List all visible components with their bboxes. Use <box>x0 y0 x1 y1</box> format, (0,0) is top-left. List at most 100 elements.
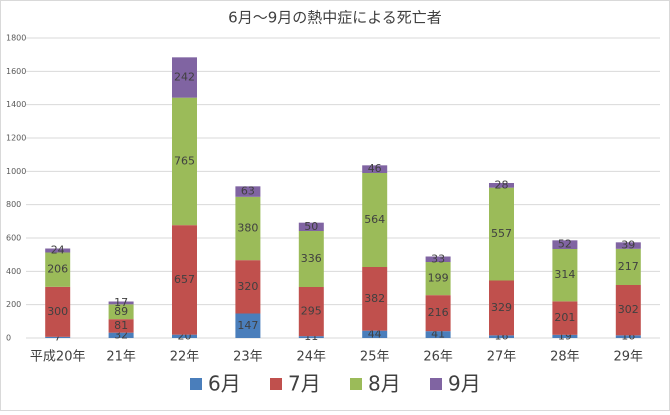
bar-segment <box>235 186 261 197</box>
data-label: 89 <box>114 305 128 318</box>
y-tick-label: 600 <box>6 234 21 243</box>
bar-segment <box>552 301 578 335</box>
data-label: 7 <box>54 330 61 343</box>
bar-segment <box>615 248 641 285</box>
x-tick-label: 25年 <box>360 350 390 365</box>
bar-segment <box>489 183 514 188</box>
legend-label: 8月 <box>368 372 401 396</box>
data-label: 216 <box>428 306 449 319</box>
bar-segment <box>172 97 197 226</box>
bar-segment <box>552 249 578 302</box>
data-label: 63 <box>241 185 255 198</box>
bar-segment <box>489 335 514 338</box>
bar-segment <box>425 256 451 262</box>
y-tick-label: 200 <box>6 300 21 309</box>
bar-segment <box>45 286 71 337</box>
bar-segment <box>362 330 388 338</box>
y-tick-label: 1600 <box>6 67 26 76</box>
data-label: 199 <box>428 272 449 285</box>
bar-segment <box>615 285 641 336</box>
legend-swatch <box>430 378 442 390</box>
bar-segment <box>362 267 388 331</box>
data-label: 17 <box>114 296 128 309</box>
x-tick-label: 21年 <box>106 350 136 365</box>
data-label: 50 <box>304 220 318 233</box>
y-tick-label: 400 <box>6 267 21 276</box>
bar-segment <box>235 260 261 314</box>
data-label: 217 <box>618 260 639 273</box>
bar-segment <box>489 280 514 336</box>
legend-swatch <box>350 378 362 390</box>
bar-segment <box>235 196 261 261</box>
bar-segment <box>45 252 71 287</box>
bar-segment <box>615 242 641 249</box>
legend-swatch <box>190 378 202 390</box>
data-label: 564 <box>364 213 385 226</box>
y-tick-label: 1000 <box>6 167 26 176</box>
data-label: 300 <box>47 305 68 318</box>
bar-segment <box>362 165 388 173</box>
legend-label: 7月 <box>288 372 321 396</box>
data-label: 765 <box>174 154 195 167</box>
x-tick-label: 22年 <box>170 350 200 365</box>
bar-segment <box>108 304 134 320</box>
bar-segment <box>298 287 324 337</box>
bar-segment <box>172 334 197 338</box>
y-tick-label: 800 <box>6 200 21 209</box>
legend-swatch <box>270 378 282 390</box>
bar-segment <box>489 187 514 281</box>
bar-segment <box>235 313 261 338</box>
bar-segment <box>172 225 197 335</box>
data-label: 39 <box>621 239 635 252</box>
data-label: 147 <box>237 319 258 332</box>
x-tick-label: 26年 <box>423 350 453 365</box>
y-tick-label: 1400 <box>6 100 26 109</box>
bar-segment <box>45 336 71 338</box>
data-label: 380 <box>237 222 258 235</box>
legend-label: 6月 <box>208 372 241 396</box>
data-label: 657 <box>174 273 195 286</box>
data-label: 206 <box>47 263 68 276</box>
chart-title: 6月～9月の熱中症による死亡者 <box>228 9 442 27</box>
y-tick-label: 1800 <box>6 34 26 43</box>
bar-segment <box>362 173 388 267</box>
data-label: 336 <box>301 252 322 265</box>
data-label: 382 <box>364 292 385 305</box>
data-label: 24 <box>51 244 65 257</box>
y-tick-label: 0 <box>6 334 11 343</box>
x-tick-label: 平成20年 <box>30 350 86 365</box>
x-tick-label: 23年 <box>233 350 263 365</box>
data-label: 295 <box>301 305 322 318</box>
legend-label: 9月 <box>448 372 481 396</box>
bar-segment <box>45 248 71 253</box>
x-tick-label: 27年 <box>487 350 517 365</box>
data-label: 201 <box>554 311 575 324</box>
bar-segment <box>552 240 578 249</box>
bar-segment <box>298 222 324 231</box>
data-label: 242 <box>174 71 195 84</box>
bar-segment <box>615 335 641 338</box>
bar-segment <box>425 295 451 332</box>
bar-segment <box>108 301 134 305</box>
bar-segment <box>298 336 324 338</box>
x-tick-label: 28年 <box>550 350 580 365</box>
data-label: 302 <box>618 303 639 316</box>
x-tick-label: 24年 <box>297 350 327 365</box>
data-label: 81 <box>114 319 128 332</box>
data-label: 28 <box>495 178 509 191</box>
bar-segment <box>425 331 451 338</box>
data-label: 52 <box>558 238 572 251</box>
data-label: 33 <box>431 252 445 265</box>
bar-segment <box>552 334 578 338</box>
y-tick-label: 1200 <box>6 134 26 143</box>
data-label: 320 <box>237 280 258 293</box>
bar-segment <box>298 231 324 287</box>
data-label: 46 <box>368 162 382 175</box>
bar-segment <box>172 57 197 98</box>
bar-segment <box>108 332 134 338</box>
data-label: 314 <box>554 268 575 281</box>
bar-segment <box>425 262 451 296</box>
bar-segment <box>108 319 134 333</box>
